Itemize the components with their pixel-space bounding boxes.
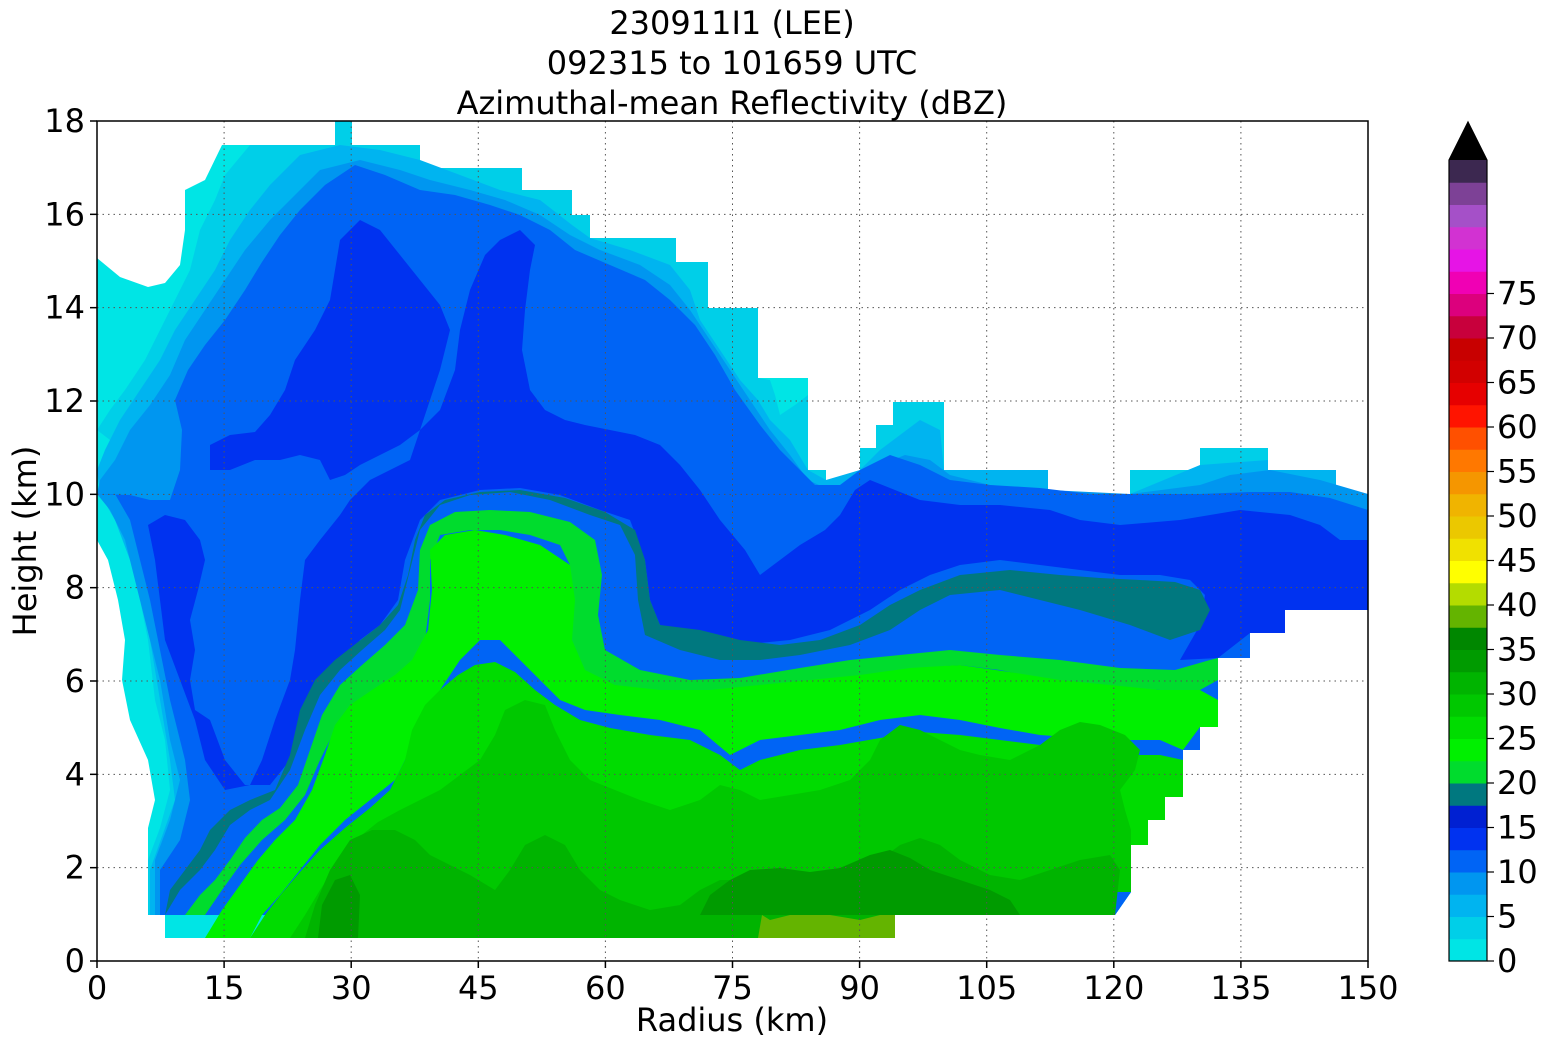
chart-title-line-1: 230911I1 (LEE) (609, 4, 854, 42)
x-tick-label: 0 (87, 969, 107, 1007)
colorbar: 0 5 10 15 20 25 30 35 40 45 50 55 60 65 70 75 (1448, 120, 1538, 980)
y-tick-label: 10 (44, 475, 85, 513)
y-tick-label: 4 (65, 755, 85, 793)
x-tick-label: 90 (839, 969, 880, 1007)
colorbar-segment (1449, 827, 1487, 851)
contour-level-30 (318, 850, 1020, 938)
y-tick-label: 16 (44, 195, 85, 233)
colorbar-segment (1449, 404, 1487, 428)
colorbar-segment (1449, 738, 1487, 762)
colorbar-segment (1449, 894, 1487, 917)
grid-lines (97, 121, 1368, 961)
colorbar-segment (1449, 805, 1487, 828)
colorbar-segment (1449, 427, 1487, 450)
colorbar-tick-label: 25 (1497, 720, 1538, 758)
colorbar-segment (1449, 938, 1487, 962)
colorbar-tick-label: 0 (1497, 942, 1517, 980)
colorbar-segment (1449, 783, 1487, 806)
colorbar-segment (1449, 538, 1487, 561)
colorbar-segment (1449, 560, 1487, 584)
chart-title-line-2: 092315 to 101659 UTC (547, 44, 917, 82)
x-axis: 0 15 30 45 60 75 90 105 120 135 150 (87, 961, 1399, 1007)
x-axis-label: Radius (km) (636, 1001, 828, 1039)
y-tick-label: 0 (65, 942, 85, 980)
chart-title-line-3: Azimuthal-mean Reflectivity (dBZ) (457, 84, 1008, 122)
colorbar-segment (1449, 204, 1487, 228)
colorbar-segment (1449, 849, 1487, 873)
colorbar-tick-label: 75 (1497, 275, 1538, 313)
x-tick-label: 135 (1210, 969, 1271, 1007)
colorbar-segment (1449, 605, 1487, 628)
colorbar-segment (1449, 160, 1487, 183)
colorbar-segment (1449, 627, 1487, 650)
x-tick-label: 75 (712, 969, 753, 1007)
colorbar-tick-label: 5 (1497, 898, 1517, 936)
colorbar-tick-label: 30 (1497, 675, 1538, 713)
colorbar-tick-label: 50 (1497, 497, 1538, 535)
x-tick-label: 45 (458, 969, 499, 1007)
colorbar-segment (1449, 182, 1487, 205)
contour-level-12 (148, 220, 1368, 790)
y-tick-label: 18 (44, 102, 85, 140)
colorbar-segment (1449, 293, 1487, 317)
colorbar-tick-label: 35 (1497, 631, 1538, 669)
colorbar-tick-label: 60 (1497, 408, 1538, 446)
colorbar-segment (1449, 872, 1487, 895)
colorbar-tick-label: 45 (1497, 542, 1538, 580)
colorbar-segment (1449, 249, 1487, 272)
colorbar-segment (1449, 671, 1487, 695)
y-axis: 0 2 4 6 8 10 12 14 16 18 (44, 102, 97, 980)
y-tick-label: 6 (65, 662, 85, 700)
x-tick-label: 105 (956, 969, 1017, 1007)
colorbar-tick-label: 15 (1497, 809, 1538, 847)
y-tick-label: 8 (65, 569, 85, 607)
colorbar-tick-label: 55 (1497, 453, 1538, 491)
colorbar-tick-label: 70 (1497, 319, 1538, 357)
colorbar-segment (1449, 449, 1487, 472)
x-tick-label: 30 (331, 969, 372, 1007)
colorbar-tick-label: 65 (1497, 364, 1538, 402)
colorbar-segment (1449, 493, 1487, 517)
y-axis-label: Height (km) (6, 446, 44, 637)
y-tick-label: 12 (44, 382, 85, 420)
colorbar-segment (1449, 226, 1487, 250)
x-tick-label: 60 (585, 969, 626, 1007)
colorbar-segment (1449, 760, 1487, 784)
colorbar-segment (1449, 360, 1487, 383)
colorbar-tick-label: 10 (1497, 853, 1538, 891)
colorbar-segment (1449, 315, 1487, 339)
contour-level-32 (758, 915, 895, 938)
x-tick-label: 150 (1337, 969, 1398, 1007)
colorbar-segment (1449, 694, 1487, 717)
x-tick-label: 120 (1083, 969, 1144, 1007)
x-tick-label: 15 (204, 969, 245, 1007)
colorbar-tick-label: 20 (1497, 764, 1538, 802)
colorbar-segment (1449, 471, 1487, 495)
y-tick-label: 2 (65, 849, 85, 887)
colorbar-extend-arrow (1449, 122, 1487, 160)
y-tick-label: 14 (44, 289, 85, 327)
colorbar-segment (1449, 271, 1487, 294)
colorbar-outline (1448, 120, 1488, 962)
colorbar-segment (1449, 582, 1487, 606)
colorbar-segment (1449, 338, 1487, 361)
colorbar-segment (1449, 716, 1487, 739)
colorbar-tick-label: 40 (1497, 586, 1538, 624)
colorbar-segment (1449, 382, 1487, 406)
colorbar-segment (1449, 916, 1487, 940)
colorbar-segment (1449, 516, 1487, 539)
contour-level-20 (205, 530, 1218, 938)
colorbar-segment (1449, 649, 1487, 673)
